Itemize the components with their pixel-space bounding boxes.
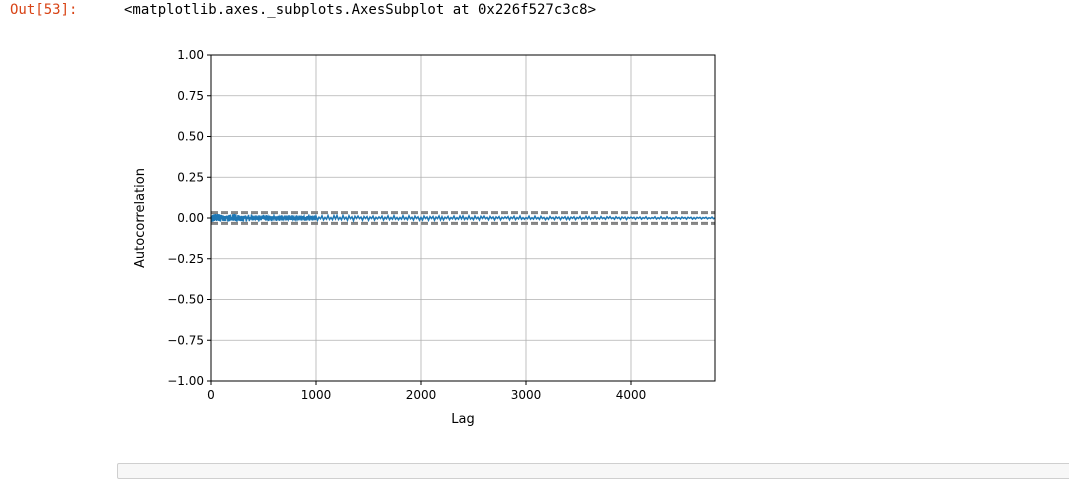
y-tick-label: 0.25 xyxy=(177,170,204,184)
y-tick-label: −1.00 xyxy=(167,374,204,388)
y-tick-label: −0.50 xyxy=(167,293,204,307)
chart-svg: 0 1000 2000 3000 4000 1.00 0.75 0.50 0.25 0.00 −0.… xyxy=(133,48,716,427)
y-tick-label: 0.50 xyxy=(177,130,204,144)
y-tick-label: 0.75 xyxy=(177,89,204,103)
y-tick-label: −0.25 xyxy=(167,252,204,266)
autocorrelation-series-line xyxy=(210,212,716,223)
autocorrelation-plot: 0 1000 2000 3000 4000 1.00 0.75 0.50 0.25 0.00 −0.… xyxy=(110,40,750,440)
x-tick-label: 1000 xyxy=(301,388,332,402)
output-repr-text: <matplotlib.axes._subplots.AxesSubplot a… xyxy=(124,2,597,18)
y-tick-label: 0.00 xyxy=(177,211,204,225)
x-axis-label: Lag xyxy=(451,412,474,427)
next-code-cell[interactable] xyxy=(117,463,1069,479)
output-prompt: Out[53]: xyxy=(10,2,78,18)
x-tick-label: 4000 xyxy=(616,388,647,402)
y-axis-label: Autocorrelation xyxy=(133,168,148,268)
output-row: Out[53]: <matplotlib.axes._subplots.Axes… xyxy=(0,0,1069,22)
x-tick-label: 2000 xyxy=(406,388,437,402)
y-tick-label: 1.00 xyxy=(177,48,204,62)
x-tick-label: 0 xyxy=(207,388,215,402)
x-tick-label: 3000 xyxy=(511,388,542,402)
y-tick-label: −0.75 xyxy=(167,333,204,347)
